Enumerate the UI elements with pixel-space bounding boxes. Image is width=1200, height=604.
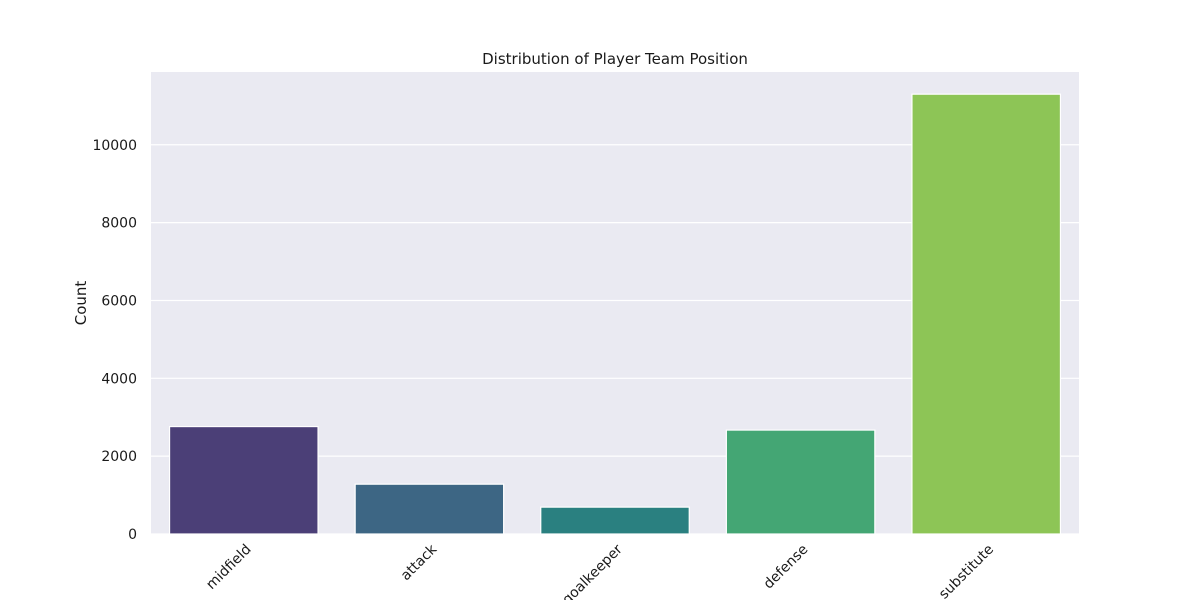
x-tick-label: defense: [761, 542, 812, 593]
y-tick-label: 8000: [101, 216, 137, 232]
x-tick-label: midfield: [203, 542, 254, 593]
bar-midfield: [168, 425, 319, 535]
y-tick-label: 2000: [101, 449, 137, 465]
bar-defense: [725, 429, 876, 535]
y-tick-label: 10000: [92, 138, 137, 154]
bar-substitute: [911, 93, 1062, 535]
bar-attack: [354, 483, 505, 535]
x-tick-label: substitute: [936, 542, 997, 600]
x-tick-label: attack: [398, 541, 441, 584]
bar-goalkeeper: [540, 506, 690, 535]
y-tick-label: 0: [128, 527, 137, 543]
chart-title: Distribution of Player Team Position: [482, 50, 748, 68]
x-tick-label: goalkeeper: [559, 541, 626, 600]
y-tick-label: 6000: [101, 293, 137, 309]
y-tick-label: 4000: [101, 371, 137, 387]
y-axis-label: Count: [72, 281, 90, 326]
